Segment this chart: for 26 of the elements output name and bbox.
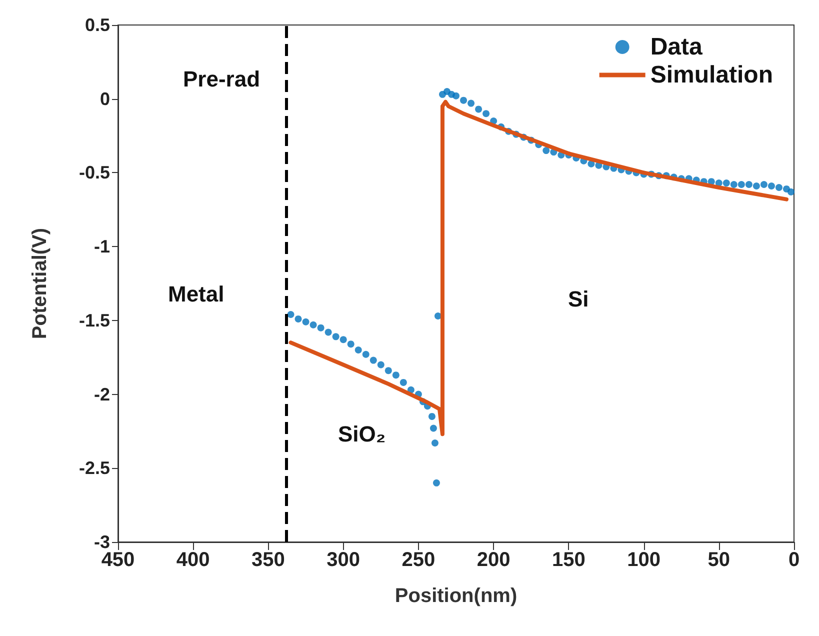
y-tick-label: -2.5 [78,458,110,478]
x-tick-label: 100 [627,549,660,571]
x-tick-label: 350 [252,549,285,571]
x-tick-label: 300 [326,549,360,571]
y-tick-label: 0.5 [84,15,110,35]
y-tick-label: 0 [100,88,110,109]
legend-label: Simulation [650,62,773,88]
y-tick-label: -2 [94,384,110,404]
y-tick-label: -1.5 [78,310,110,330]
y-tick-label: -1 [94,236,110,257]
x-tick-label: 400 [176,549,210,571]
x-tick-label: 50 [708,549,730,571]
annotation: Si [568,286,589,312]
y-tick-label: -3 [94,532,110,552]
x-tick-label: 0 [788,549,800,571]
legend-label: Data [650,34,703,60]
y-tick-label: -0.5 [78,162,110,183]
x-tick-label: 450 [101,549,135,571]
x-tick-label: 200 [476,549,510,571]
annotation: SiO₂ [338,422,386,446]
y-axis-title: Potential(V) [29,228,51,340]
annotation: Pre-rad [183,66,260,92]
x-tick-label: 250 [402,549,436,571]
annotation: Metal [168,282,224,306]
x-axis-title: Position(nm) [394,585,518,607]
x-tick-label: 150 [552,549,586,571]
